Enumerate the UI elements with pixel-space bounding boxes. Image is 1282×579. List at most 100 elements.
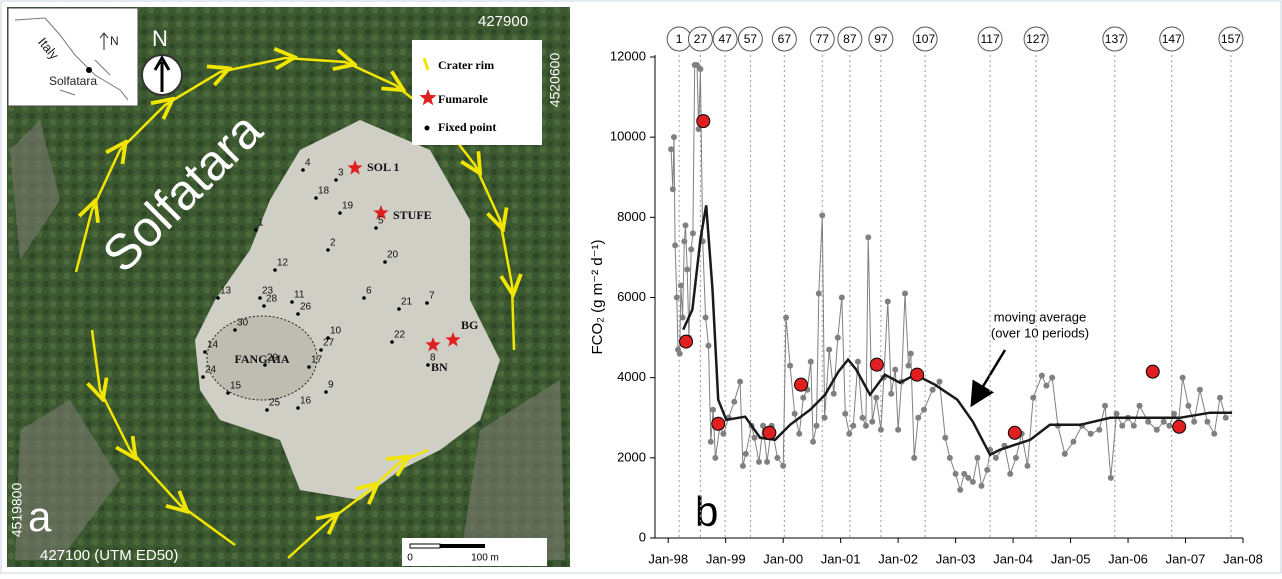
data-point — [908, 351, 914, 357]
fixed-point — [374, 226, 378, 230]
highlight-point — [697, 115, 710, 128]
fixed-point-label: 29 — [267, 353, 279, 364]
fixed-point — [262, 304, 266, 308]
fixed-point — [301, 168, 305, 172]
data-point — [677, 351, 683, 357]
data-point — [1119, 423, 1125, 429]
data-point — [984, 467, 990, 473]
fixed-point — [263, 363, 267, 367]
fixed-point-label: 14 — [207, 340, 219, 351]
fixed-point-label: 16 — [300, 396, 312, 407]
fixed-point — [390, 340, 394, 344]
fixed-point-label: 18 — [318, 186, 330, 197]
inset-box — [8, 8, 138, 106]
data-point — [1088, 431, 1094, 437]
annotation: (over 10 periods) — [991, 325, 1089, 340]
data-point — [751, 435, 757, 441]
data-point — [808, 359, 814, 365]
data-point — [1062, 451, 1068, 457]
data-point — [671, 134, 677, 140]
data-point — [1204, 419, 1210, 425]
fixed-point — [397, 307, 401, 311]
data-point — [822, 415, 828, 421]
data-point — [680, 315, 686, 321]
fixed-point — [265, 408, 269, 412]
highlight-point — [680, 335, 693, 348]
fixed-point — [314, 196, 318, 200]
data-point — [855, 359, 861, 365]
fixed-point — [425, 301, 429, 305]
data-point — [937, 379, 943, 385]
data-point — [1108, 475, 1114, 481]
data-point — [740, 463, 746, 469]
data-point — [688, 246, 694, 252]
campaign-label: 87 — [843, 32, 857, 46]
x-tick-label: Jan-07 — [1166, 551, 1206, 566]
legend-label: Crater rim — [438, 58, 494, 72]
data-point — [1211, 431, 1217, 437]
data-point — [681, 238, 687, 244]
y-tick-label: 8000 — [617, 209, 646, 224]
scale-bar — [440, 544, 485, 548]
data-point — [1070, 439, 1076, 445]
data-point — [703, 315, 709, 321]
fixed-point-label: 3 — [338, 168, 344, 179]
series-line — [683, 205, 1232, 454]
x-tick-label: Jan-08 — [1223, 551, 1263, 566]
data-point — [816, 290, 822, 296]
inset-site: Solfatara — [49, 74, 97, 88]
data-point — [672, 242, 678, 248]
fixed-point — [296, 312, 300, 316]
data-point — [774, 455, 780, 461]
fixed-point-label: 9 — [328, 380, 334, 391]
fixed-point — [290, 300, 294, 304]
data-point — [842, 411, 848, 417]
data-point — [915, 415, 921, 421]
y-tick-label: 2000 — [617, 449, 646, 464]
y-tick-label: 0 — [639, 529, 646, 544]
fixed-point-label: 12 — [277, 258, 289, 269]
y-tick-label: 12000 — [610, 48, 646, 63]
campaign-label: 137 — [1105, 32, 1125, 46]
fixed-point-label: 2 — [330, 238, 336, 249]
data-point — [942, 435, 948, 441]
data-point — [1114, 411, 1120, 417]
data-point — [885, 299, 891, 305]
data-point — [978, 483, 984, 489]
data-point — [878, 427, 884, 433]
campaign-label: 107 — [915, 32, 935, 46]
x-tick-label: Jan-05 — [1051, 551, 1091, 566]
data-point — [1013, 455, 1019, 461]
data-point — [1171, 411, 1177, 417]
compass-label: N — [152, 26, 168, 51]
campaign-label: 147 — [1162, 32, 1182, 46]
highlight-point — [712, 417, 725, 430]
campaign-label: 117 — [981, 32, 1000, 46]
data-point — [869, 419, 875, 425]
fixed-point — [338, 211, 342, 215]
campaign-label: 97 — [874, 32, 888, 46]
data-point — [863, 423, 869, 429]
data-point — [993, 455, 999, 461]
highlight-point — [1008, 426, 1021, 439]
fixed-point — [233, 328, 237, 332]
fixed-point-label: 8 — [430, 353, 436, 364]
fixed-point — [254, 228, 258, 232]
campaign-label: 27 — [694, 32, 708, 46]
fixed-point — [426, 363, 430, 367]
data-point — [1039, 373, 1045, 379]
data-point — [1180, 375, 1186, 381]
inset-site-dot — [86, 67, 92, 73]
data-point — [1154, 427, 1160, 433]
scale-label: 0 — [407, 553, 413, 564]
data-point — [1223, 415, 1229, 421]
x-tick-label: Jan-03 — [936, 551, 976, 566]
fixed-point-label: 30 — [237, 318, 249, 329]
x-tick-label: Jan-06 — [1108, 551, 1148, 566]
y-tick-label: 10000 — [610, 129, 646, 144]
fixed-point — [334, 178, 338, 182]
data-point — [873, 395, 879, 401]
data-point — [826, 347, 832, 353]
data-point — [1191, 419, 1197, 425]
data-point — [792, 411, 798, 417]
